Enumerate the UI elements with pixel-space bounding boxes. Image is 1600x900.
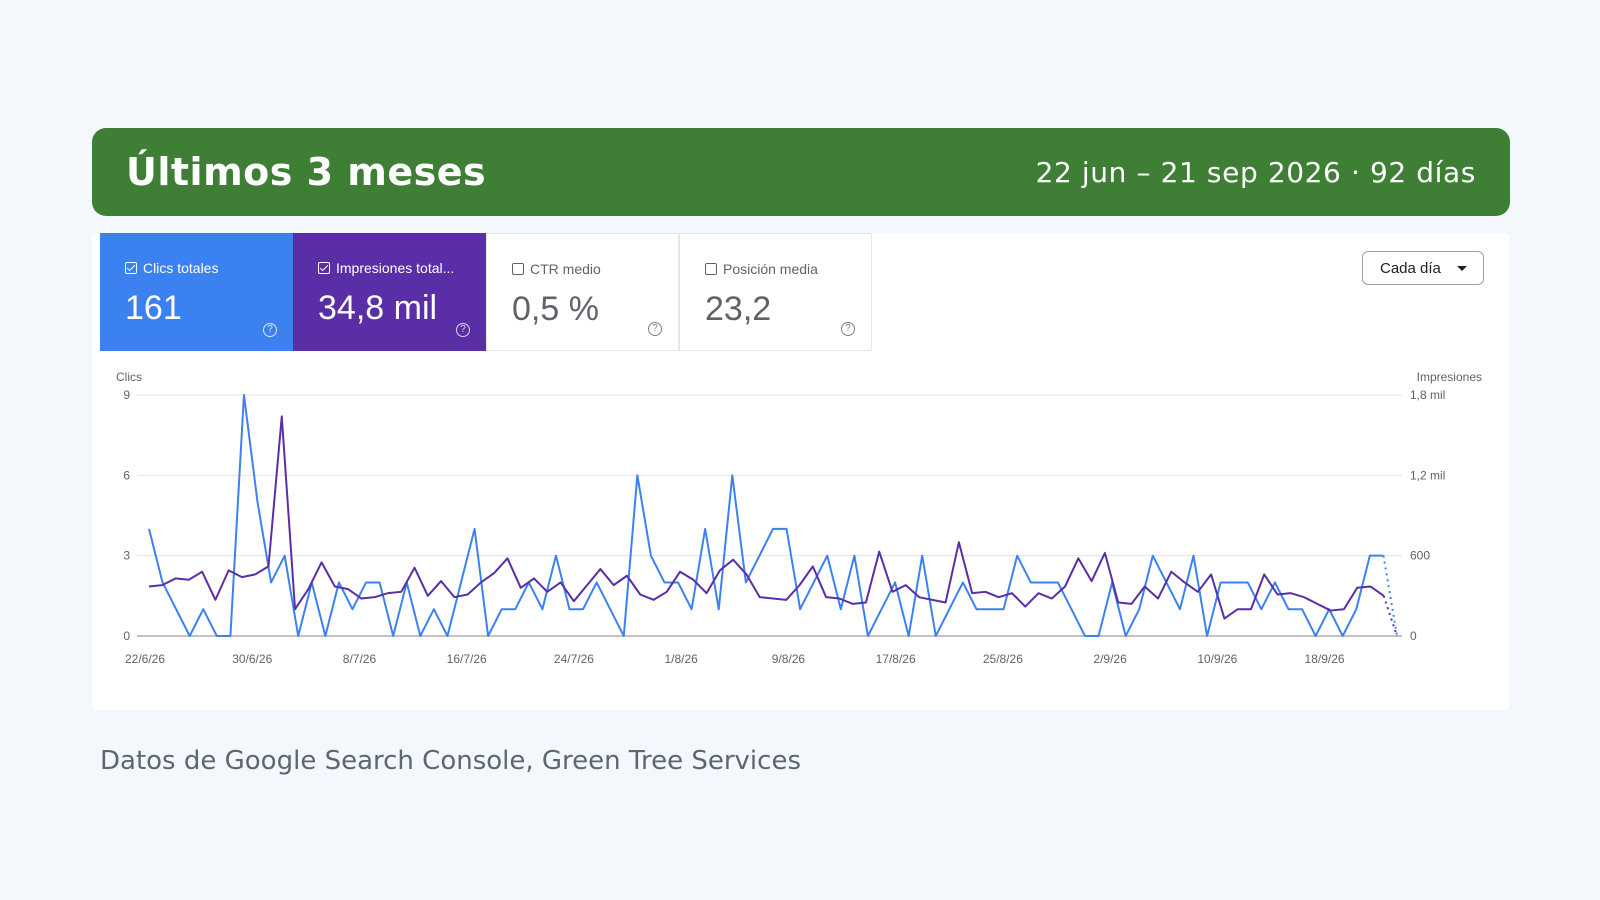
series-partial-clics xyxy=(1382,555,1398,637)
x-tick-label: 24/7/26 xyxy=(554,652,594,666)
checkbox-unchecked-icon[interactable] xyxy=(512,263,524,275)
x-tick-label: 30/6/26 xyxy=(232,652,272,666)
performance-panel: Clics totales 161 ? Impresiones total...… xyxy=(92,233,1510,710)
left-tick-label: 3 xyxy=(123,549,130,563)
metric-card-impressions[interactable]: Impresiones total... 34,8 mil ? xyxy=(293,233,486,351)
granularity-dropdown[interactable]: Cada día xyxy=(1362,251,1484,285)
metric-card-ctr[interactable]: CTR medio 0,5 % ? xyxy=(486,233,679,351)
left-tick-label: 9 xyxy=(123,388,130,402)
metric-value: 161 xyxy=(125,289,182,327)
x-tick-label: 18/9/26 xyxy=(1305,652,1345,666)
x-tick-label: 22/6/26 xyxy=(125,652,165,666)
x-tick-label: 10/9/26 xyxy=(1197,652,1237,666)
metric-label: CTR medio xyxy=(530,261,601,277)
x-tick-label: 8/7/26 xyxy=(343,652,377,666)
x-tick-label: 17/8/26 xyxy=(876,652,916,666)
period-banner: Últimos 3 meses 22 jun – 21 sep 2026 · 9… xyxy=(92,128,1510,216)
metric-card-position[interactable]: Posición media 23,2 ? xyxy=(679,233,872,351)
help-icon[interactable]: ? xyxy=(263,323,277,337)
banner-title: Últimos 3 meses xyxy=(126,150,487,194)
checkbox-unchecked-icon[interactable] xyxy=(705,263,717,275)
checkbox-checked-icon[interactable] xyxy=(318,262,330,274)
x-tick-label: 9/8/26 xyxy=(772,652,806,666)
caret-down-icon xyxy=(1457,266,1467,271)
checkbox-checked-icon[interactable] xyxy=(125,262,137,274)
left-axis-label: Clics xyxy=(116,370,142,384)
x-tick-label: 16/7/26 xyxy=(447,652,487,666)
source-caption: Datos de Google Search Console, Green Tr… xyxy=(100,746,801,776)
banner-date-range: 22 jun – 21 sep 2026 · 92 días xyxy=(1035,155,1476,189)
performance-chart: Clics Impresiones 0 3 6 9 0 600 1,2 mil 1,8 mil… xyxy=(116,370,1482,666)
x-tick-label: 1/8/26 xyxy=(664,652,698,666)
left-tick-label: 6 xyxy=(123,468,130,482)
metric-label: Clics totales xyxy=(143,260,219,276)
x-tick-label: 25/8/26 xyxy=(983,652,1023,666)
metric-value: 23,2 xyxy=(705,290,772,328)
right-tick-label: 1,2 mil xyxy=(1410,468,1445,482)
dropdown-label: Cada día xyxy=(1380,259,1441,277)
series-partial-impresiones xyxy=(1382,595,1398,637)
x-tick-label: 2/9/26 xyxy=(1093,652,1127,666)
metric-value: 0,5 % xyxy=(512,290,599,328)
right-axis-label: Impresiones xyxy=(1417,370,1482,384)
left-tick-label: 0 xyxy=(123,629,130,643)
right-tick-label: 1,8 mil xyxy=(1410,388,1445,402)
metric-value: 34,8 mil xyxy=(318,289,438,327)
metric-card-clicks[interactable]: Clics totales 161 ? xyxy=(100,233,293,351)
right-tick-label: 600 xyxy=(1410,549,1430,563)
series-line-impresiones xyxy=(148,415,1385,620)
right-tick-label: 0 xyxy=(1410,629,1417,643)
series-line-clics xyxy=(148,394,1384,637)
metric-cards: Clics totales 161 ? Impresiones total...… xyxy=(100,233,872,351)
metric-label: Impresiones total... xyxy=(336,260,455,276)
help-icon[interactable]: ? xyxy=(456,323,470,337)
metric-label: Posición media xyxy=(723,261,818,277)
help-icon[interactable]: ? xyxy=(841,322,855,336)
help-icon[interactable]: ? xyxy=(648,322,662,336)
